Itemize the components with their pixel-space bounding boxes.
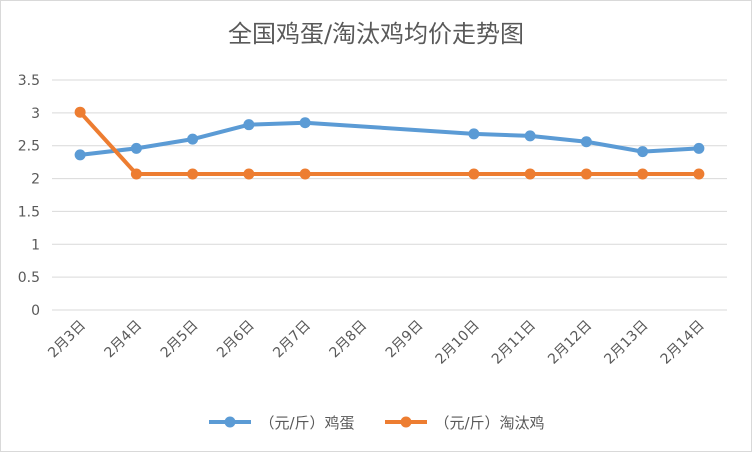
legend-label-egg: （元/斤）鸡蛋 — [259, 413, 355, 432]
x-tick-label: 2月7日 — [270, 318, 314, 362]
series-line-1 — [78, 110, 701, 176]
y-tick-label: 3.5 — [18, 73, 40, 89]
x-tick-label: 2月8日 — [326, 318, 370, 362]
data-point[interactable] — [693, 168, 705, 180]
series-0 — [74, 117, 705, 161]
data-point[interactable] — [637, 168, 649, 180]
legend-item-egg[interactable]: （元/斤）鸡蛋 — [207, 412, 355, 433]
x-tick-label: 2月5日 — [158, 318, 202, 362]
data-point[interactable] — [130, 142, 142, 154]
x-tick-label: 2月4日 — [101, 318, 145, 362]
legend-swatch-culled-chicken — [384, 416, 427, 428]
y-tick-label: 2 — [31, 172, 40, 188]
series-1 — [74, 106, 705, 180]
x-tick-label: 2月10日 — [433, 318, 483, 368]
data-point[interactable] — [299, 117, 311, 129]
data-point[interactable] — [524, 130, 536, 142]
x-tick-label: 2月13日 — [601, 318, 651, 368]
x-tick-label: 2月12日 — [545, 318, 595, 368]
data-point[interactable] — [74, 149, 86, 161]
legend: （元/斤）鸡蛋 （元/斤）淘汰鸡 — [0, 410, 752, 434]
legend-swatch-egg — [209, 416, 252, 428]
data-point[interactable] — [187, 168, 199, 180]
series-line-0 — [78, 120, 701, 157]
data-point[interactable] — [74, 106, 86, 118]
data-point[interactable] — [580, 136, 592, 148]
data-point[interactable] — [130, 168, 142, 180]
data-point[interactable] — [243, 168, 255, 180]
data-point[interactable] — [468, 168, 480, 180]
x-axis-ticks: 2月3日 2月4日 2月5日 2月6日 2月7日 2月8日 2月9日 2月10日 2月11日 2月… — [45, 318, 707, 368]
x-tick-label: 2月6日 — [214, 318, 258, 362]
data-point[interactable] — [693, 142, 705, 154]
y-tick-label: 1.5 — [18, 204, 40, 220]
data-point[interactable] — [468, 128, 480, 140]
data-point[interactable] — [243, 119, 255, 131]
x-tick-label: 2月9日 — [383, 318, 427, 362]
y-tick-label: 1 — [31, 237, 40, 253]
data-point[interactable] — [524, 168, 536, 180]
y-tick-label: 3 — [31, 106, 40, 122]
y-tick-label: 2.5 — [18, 139, 40, 155]
data-point[interactable] — [637, 146, 649, 158]
data-point[interactable] — [299, 168, 311, 180]
data-point[interactable] — [187, 133, 199, 145]
y-axis-ticks: 0 0.5 1 1.5 2 2.5 3 3.5 — [18, 73, 40, 319]
x-tick-label: 2月3日 — [45, 318, 89, 362]
y-tick-label: 0 — [31, 303, 40, 319]
data-point[interactable] — [580, 168, 592, 180]
x-tick-label: 2月14日 — [658, 318, 708, 368]
chart-title: 全国鸡蛋/淘汰鸡均价走势图 — [227, 20, 525, 48]
y-tick-label: 0.5 — [18, 270, 40, 286]
legend-label-culled-chicken: （元/斤）淘汰鸡 — [434, 413, 545, 432]
grid-lines — [52, 79, 727, 311]
x-tick-label: 2月11日 — [489, 318, 539, 368]
series-lines — [74, 106, 705, 180]
legend-item-culled-chicken[interactable]: （元/斤）淘汰鸡 — [383, 412, 545, 433]
